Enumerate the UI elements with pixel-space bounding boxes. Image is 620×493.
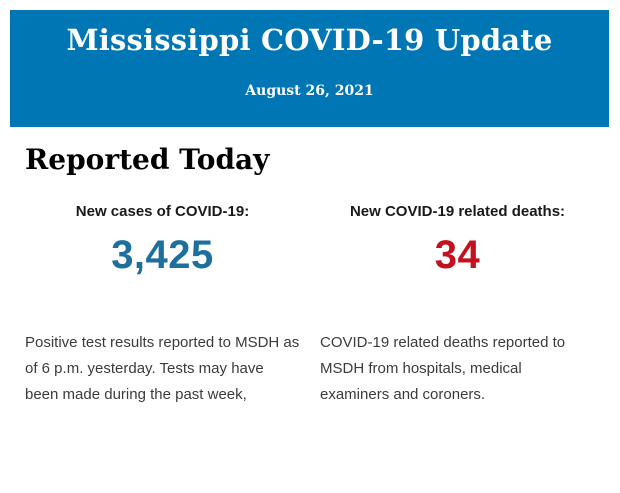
header-banner: Mississippi COVID-19 Update August 26, 2… [10, 10, 609, 127]
main-content: Reported Today New cases of COVID-19: 3,… [0, 144, 620, 408]
stat-deaths-label: New COVID-19 related deaths: [349, 203, 566, 220]
stat-deaths-description: COVID-19 related deaths reported to MSDH… [320, 334, 566, 403]
stat-cases-column: New cases of COVID-19: 3,425 Positive te… [25, 176, 300, 408]
stats-row: New cases of COVID-19: 3,425 Positive te… [25, 176, 595, 408]
stat-deaths-value: 34 [434, 233, 481, 277]
stat-cases-description: Positive test results reported to MSDH a… [25, 334, 300, 403]
newsletter-title: Mississippi COVID-19 Update [66, 23, 553, 57]
page-title: Reported Today [25, 143, 270, 176]
stat-cases-label: New cases of COVID-19: [75, 203, 250, 220]
stat-cases-value: 3,425 [111, 233, 214, 277]
newsletter-date: August 26, 2021 [245, 83, 374, 99]
stat-deaths-column: New COVID-19 related deaths: 34 COVID-19… [320, 176, 595, 408]
